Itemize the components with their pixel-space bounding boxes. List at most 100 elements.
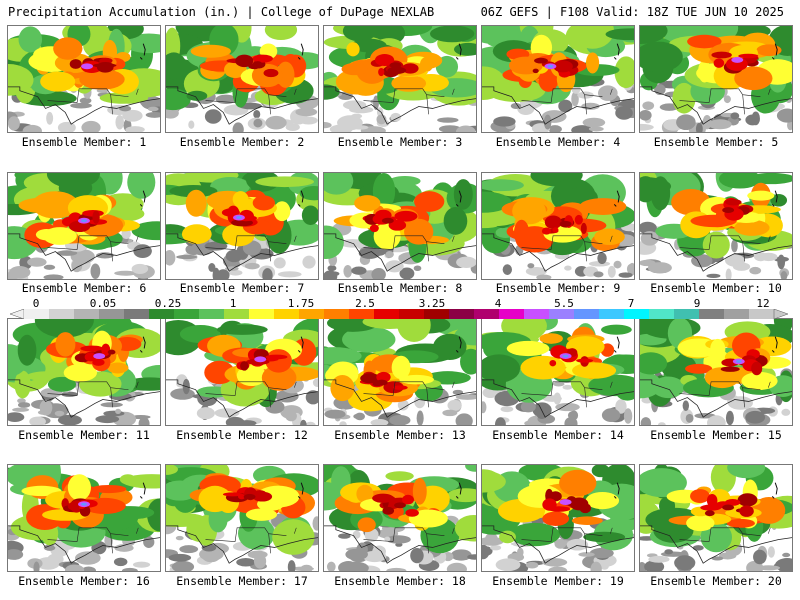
ensemble-member-caption: Ensemble Member: 19 [492, 574, 624, 588]
heavy-precip-blob [542, 511, 570, 526]
peak-precip-core [254, 356, 267, 363]
boundary-line [47, 527, 139, 554]
light-precip-blob [57, 121, 76, 132]
very-heavy-precip-blob [376, 371, 391, 383]
light-precip-blob [168, 553, 192, 562]
colorbar-segment [249, 309, 275, 319]
light-precip-blob [8, 549, 24, 560]
ensemble-member-caption: Ensemble Member: 2 [179, 135, 305, 149]
moderate-precip-blob [482, 470, 506, 493]
state-border-line [324, 233, 476, 272]
light-precip-blob [27, 257, 47, 267]
ensemble-map-panel [639, 464, 793, 572]
light-precip-blob [577, 91, 594, 99]
very-heavy-precip-blob [222, 492, 243, 497]
light-precip-blob [446, 562, 467, 571]
light-precip-blob [588, 126, 604, 132]
colorbar-segment [649, 309, 675, 319]
light-precip-blob [39, 399, 53, 416]
light-precip-blob [19, 255, 33, 270]
heavy-precip-blob [734, 66, 773, 91]
heavy-precip-blob [704, 367, 740, 389]
light-precip-blob [525, 561, 539, 569]
light-precip-blob [615, 399, 627, 414]
precip-map [482, 319, 634, 425]
light-precip-blob [43, 544, 56, 551]
light-precip-blob [682, 400, 690, 412]
light-precip-blob [8, 412, 25, 422]
heavy-precip-blob [685, 363, 713, 374]
light-precip-blob [295, 107, 318, 117]
very-heavy-precip-blob [252, 54, 273, 63]
light-precip-blob [708, 119, 732, 130]
moderate-precip-blob [264, 26, 298, 41]
light-precip-blob [12, 407, 30, 412]
lake-shoreline [297, 336, 304, 353]
light-precip-blob [166, 107, 179, 119]
peak-precip-core [243, 493, 256, 500]
peak-precip-core [381, 217, 394, 224]
moderate-precip-blob [34, 319, 94, 338]
light-precip-blob [386, 567, 407, 571]
heavy-precip-blob [726, 518, 755, 528]
moderate-precip-blob [342, 26, 377, 42]
ensemble-member-caption: Ensemble Member: 9 [495, 281, 621, 295]
lake-shoreline [771, 190, 778, 207]
light-precip-blob [75, 551, 101, 565]
peak-precip-core [722, 504, 735, 511]
light-precip-blob [33, 561, 40, 571]
peak-precip-center [547, 64, 554, 68]
heavy-precip-blob [181, 224, 212, 244]
very-heavy-precip-blob [713, 58, 725, 68]
light-precip-blob [324, 409, 346, 419]
precip-map [166, 319, 318, 425]
light-precip-blob [410, 547, 424, 564]
lake-shoreline [139, 190, 146, 207]
moderate-precip-blob [272, 519, 315, 555]
lake-shoreline [139, 43, 146, 60]
light-precip-blob [385, 250, 394, 258]
light-precip-blob [597, 252, 607, 265]
light-precip-blob [171, 560, 195, 571]
heavy-precip-blob [391, 355, 411, 380]
colorbar-tick-label: 9 [693, 297, 701, 310]
light-precip-blob [237, 420, 257, 425]
light-precip-blob [119, 105, 132, 112]
very-heavy-precip-blob [388, 219, 407, 231]
light-precip-blob [542, 395, 562, 402]
precip-map [8, 465, 160, 571]
light-precip-blob [96, 252, 114, 259]
heavy-precip-blob [506, 340, 550, 357]
very-heavy-precip-blob [80, 345, 104, 352]
light-precip-blob [695, 122, 703, 132]
state-border-line [166, 233, 318, 272]
state-border-line [166, 86, 318, 125]
lake-shoreline [613, 336, 620, 353]
light-precip-blob [706, 273, 721, 279]
very-heavy-precip-blob [549, 359, 557, 367]
light-precip-blob [745, 410, 766, 424]
light-precip-blob [273, 257, 286, 269]
state-border-line [482, 379, 634, 418]
boundary-line [679, 88, 771, 115]
heavy-precip-blob [585, 491, 620, 510]
light-precip-blob [79, 97, 92, 104]
colorbar-segment [574, 309, 600, 319]
light-precip-blob [338, 533, 351, 539]
heavy-precip-blob [512, 197, 546, 225]
light-precip-blob [455, 413, 473, 425]
light-precip-blob [244, 262, 260, 270]
colorbar-tick-label: 3.25 [418, 297, 446, 310]
very-heavy-precip-blob [84, 352, 97, 362]
ensemble-member-caption: Ensemble Member: 5 [653, 135, 779, 149]
ensemble-member-caption: Ensemble Member: 8 [337, 281, 463, 295]
very-heavy-precip-blob [704, 510, 715, 517]
boundary-line [679, 235, 771, 262]
light-precip-blob [285, 123, 300, 131]
precip-map [640, 319, 792, 425]
moderate-precip-blob [640, 371, 662, 399]
light-precip-blob [601, 408, 621, 423]
heavy-precip-blob [67, 474, 91, 501]
light-precip-blob [343, 264, 353, 278]
light-precip-blob [751, 111, 760, 126]
